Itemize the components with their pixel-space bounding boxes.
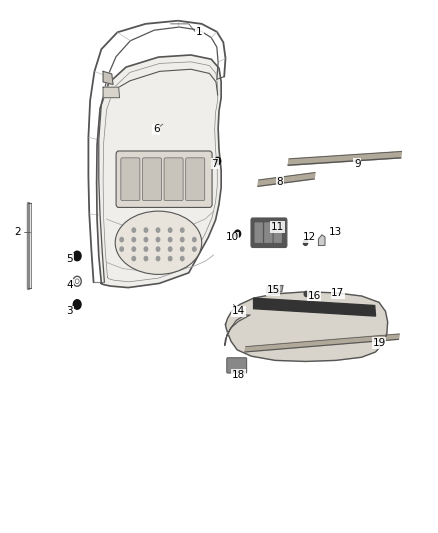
- Text: 13: 13: [329, 227, 343, 237]
- Polygon shape: [226, 292, 388, 361]
- FancyBboxPatch shape: [274, 223, 282, 243]
- Circle shape: [180, 256, 184, 261]
- Circle shape: [144, 228, 148, 232]
- Text: 11: 11: [271, 222, 284, 232]
- Circle shape: [156, 228, 160, 232]
- Circle shape: [144, 256, 148, 261]
- Text: 14: 14: [232, 306, 245, 316]
- Text: 5: 5: [67, 254, 73, 264]
- Text: 12: 12: [303, 232, 316, 243]
- Text: 10: 10: [226, 232, 239, 243]
- Circle shape: [304, 240, 307, 245]
- Circle shape: [304, 292, 308, 296]
- Circle shape: [156, 238, 160, 241]
- Circle shape: [180, 228, 184, 232]
- Circle shape: [156, 247, 160, 251]
- Text: 15: 15: [266, 285, 280, 295]
- Circle shape: [168, 228, 172, 232]
- Circle shape: [168, 238, 172, 241]
- Text: 18: 18: [232, 369, 245, 379]
- Circle shape: [132, 228, 135, 232]
- Ellipse shape: [115, 211, 202, 274]
- Text: 1: 1: [196, 27, 203, 37]
- Text: 16: 16: [307, 290, 321, 301]
- Circle shape: [144, 238, 148, 241]
- Polygon shape: [225, 315, 250, 345]
- Circle shape: [193, 238, 196, 241]
- FancyBboxPatch shape: [164, 158, 183, 200]
- Polygon shape: [245, 334, 399, 352]
- FancyBboxPatch shape: [227, 358, 247, 373]
- Polygon shape: [288, 151, 402, 165]
- Polygon shape: [318, 235, 325, 245]
- FancyBboxPatch shape: [255, 223, 263, 243]
- Text: 2: 2: [14, 227, 21, 237]
- Circle shape: [144, 247, 148, 251]
- Circle shape: [73, 251, 81, 261]
- Circle shape: [193, 247, 196, 251]
- Text: 17: 17: [331, 288, 345, 298]
- Text: 9: 9: [354, 159, 361, 168]
- Circle shape: [132, 247, 135, 251]
- FancyBboxPatch shape: [186, 158, 205, 200]
- Circle shape: [168, 256, 172, 261]
- Circle shape: [120, 238, 124, 241]
- Circle shape: [132, 238, 135, 241]
- FancyBboxPatch shape: [116, 151, 212, 207]
- Circle shape: [73, 300, 81, 309]
- Circle shape: [180, 247, 184, 251]
- Text: 3: 3: [67, 306, 73, 316]
- FancyBboxPatch shape: [121, 158, 140, 200]
- FancyBboxPatch shape: [265, 223, 272, 243]
- Circle shape: [168, 247, 172, 251]
- Circle shape: [156, 256, 160, 261]
- Circle shape: [180, 238, 184, 241]
- Polygon shape: [103, 71, 113, 85]
- Circle shape: [132, 256, 135, 261]
- FancyBboxPatch shape: [142, 158, 162, 200]
- Text: 8: 8: [276, 177, 283, 187]
- Polygon shape: [254, 298, 375, 316]
- Polygon shape: [267, 286, 283, 293]
- FancyBboxPatch shape: [251, 218, 287, 247]
- Text: 7: 7: [212, 159, 218, 168]
- Polygon shape: [97, 55, 221, 288]
- Polygon shape: [103, 87, 120, 98]
- Circle shape: [120, 247, 124, 251]
- Circle shape: [215, 157, 221, 165]
- Circle shape: [235, 230, 240, 238]
- Text: 4: 4: [67, 280, 73, 290]
- Text: 6: 6: [153, 124, 159, 134]
- Text: 19: 19: [372, 338, 385, 348]
- Polygon shape: [258, 173, 315, 187]
